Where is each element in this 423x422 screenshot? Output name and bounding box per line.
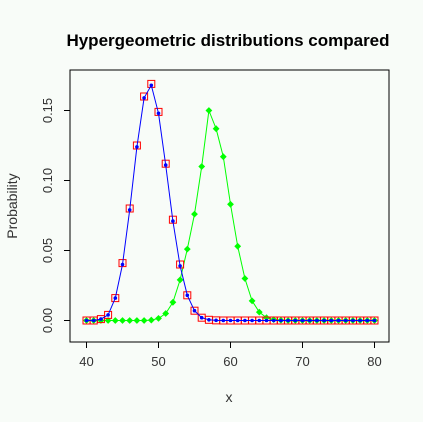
- series-blue-point: [221, 318, 226, 323]
- x-tick-label: 40: [79, 354, 93, 369]
- series-red-point: [190, 306, 199, 315]
- series-red-point: [147, 79, 156, 88]
- series-blue-point: [149, 83, 154, 88]
- series-green: [83, 107, 378, 324]
- series-blue-point: [142, 96, 146, 100]
- series-green-point: [119, 317, 126, 324]
- series-green-point: [248, 297, 256, 305]
- series-green-point: [140, 317, 148, 324]
- series-blue-point: [120, 262, 125, 267]
- y-axis-label: Probability: [4, 173, 20, 238]
- series-green-point: [191, 210, 198, 218]
- series-blue-point: [271, 318, 276, 323]
- series-blue-point: [127, 208, 132, 212]
- y-tick-label: 0.10: [40, 168, 55, 193]
- series-red-point: [96, 315, 105, 324]
- series-green-point: [104, 317, 112, 324]
- series-blue-point: [84, 318, 89, 323]
- series-red-point: [104, 310, 113, 319]
- x-tick-label: 80: [367, 354, 381, 369]
- series-blue-point: [365, 318, 370, 323]
- series-red-point: [111, 294, 120, 303]
- series-green-line: [86, 110, 375, 321]
- series-green-point: [227, 200, 234, 208]
- x-tick-label: 60: [223, 354, 237, 369]
- series-blue-point: [351, 318, 355, 323]
- series-blue-point: [343, 318, 348, 323]
- series-blue-point: [250, 318, 254, 323]
- series-layer: [82, 79, 379, 325]
- series-blue-point: [264, 318, 269, 323]
- series-green-point: [162, 310, 170, 317]
- series-blue-point: [322, 318, 326, 323]
- y-tick-label: 0.00: [40, 308, 55, 333]
- series-blue-point: [113, 296, 118, 300]
- series-blue-point: [235, 318, 240, 323]
- series-red-point: [183, 291, 192, 300]
- chart-title: Hypergeometric distributions compared: [66, 31, 389, 50]
- x-axis: 40 50 60 70 80: [79, 341, 382, 369]
- series-blue-point: [286, 318, 290, 323]
- series-blue-point: [99, 317, 103, 321]
- series-blue-point: [156, 111, 161, 116]
- series-green-point: [241, 275, 249, 282]
- series-green-point: [126, 317, 134, 324]
- series-blue: [84, 83, 377, 323]
- series-blue-point: [315, 318, 319, 323]
- series-blue-point: [279, 318, 283, 323]
- series-blue-point: [185, 293, 190, 298]
- y-tick-label: 0.05: [40, 238, 55, 263]
- series-blue-point: [336, 318, 341, 323]
- series-blue-point: [358, 318, 362, 323]
- series-blue-point: [243, 318, 247, 323]
- y-tick-label: 0.15: [40, 98, 55, 123]
- series-blue-point: [91, 318, 96, 323]
- series-green-point: [155, 315, 162, 322]
- series-blue-point: [300, 318, 305, 323]
- series-green-point: [147, 316, 155, 324]
- series-blue-point: [178, 264, 182, 268]
- series-green-point: [169, 298, 177, 306]
- series-blue-point: [135, 145, 139, 149]
- series-blue-point: [293, 318, 298, 323]
- series-green-point: [234, 242, 242, 250]
- series-green-point: [198, 163, 206, 170]
- series-blue-point: [171, 219, 175, 223]
- series-green-point: [183, 245, 191, 253]
- series-blue-point: [228, 318, 233, 323]
- series-green-point: [219, 153, 227, 161]
- series-green-point: [255, 308, 263, 316]
- series-green-point: [111, 317, 119, 324]
- series-blue-point: [307, 318, 312, 323]
- series-blue-point: [257, 318, 262, 323]
- series-green-point: [176, 276, 184, 284]
- series-green-point: [205, 107, 213, 114]
- series-blue-point: [372, 318, 377, 323]
- series-blue-point: [106, 313, 110, 317]
- series-blue-point: [329, 318, 334, 323]
- series-blue-point: [199, 315, 204, 320]
- series-blue-point: [163, 163, 168, 167]
- x-axis-label: x: [226, 389, 233, 405]
- series-blue-point: [207, 318, 211, 322]
- x-tick-label: 70: [295, 354, 309, 369]
- series-green-point: [133, 317, 141, 324]
- series-green-point: [263, 314, 270, 322]
- series-green-point: [212, 125, 220, 133]
- series-blue-point: [214, 318, 218, 323]
- y-axis: 0.00 0.05 0.10 0.15: [40, 98, 71, 333]
- series-blue-point: [192, 308, 197, 313]
- x-tick-label: 50: [151, 354, 165, 369]
